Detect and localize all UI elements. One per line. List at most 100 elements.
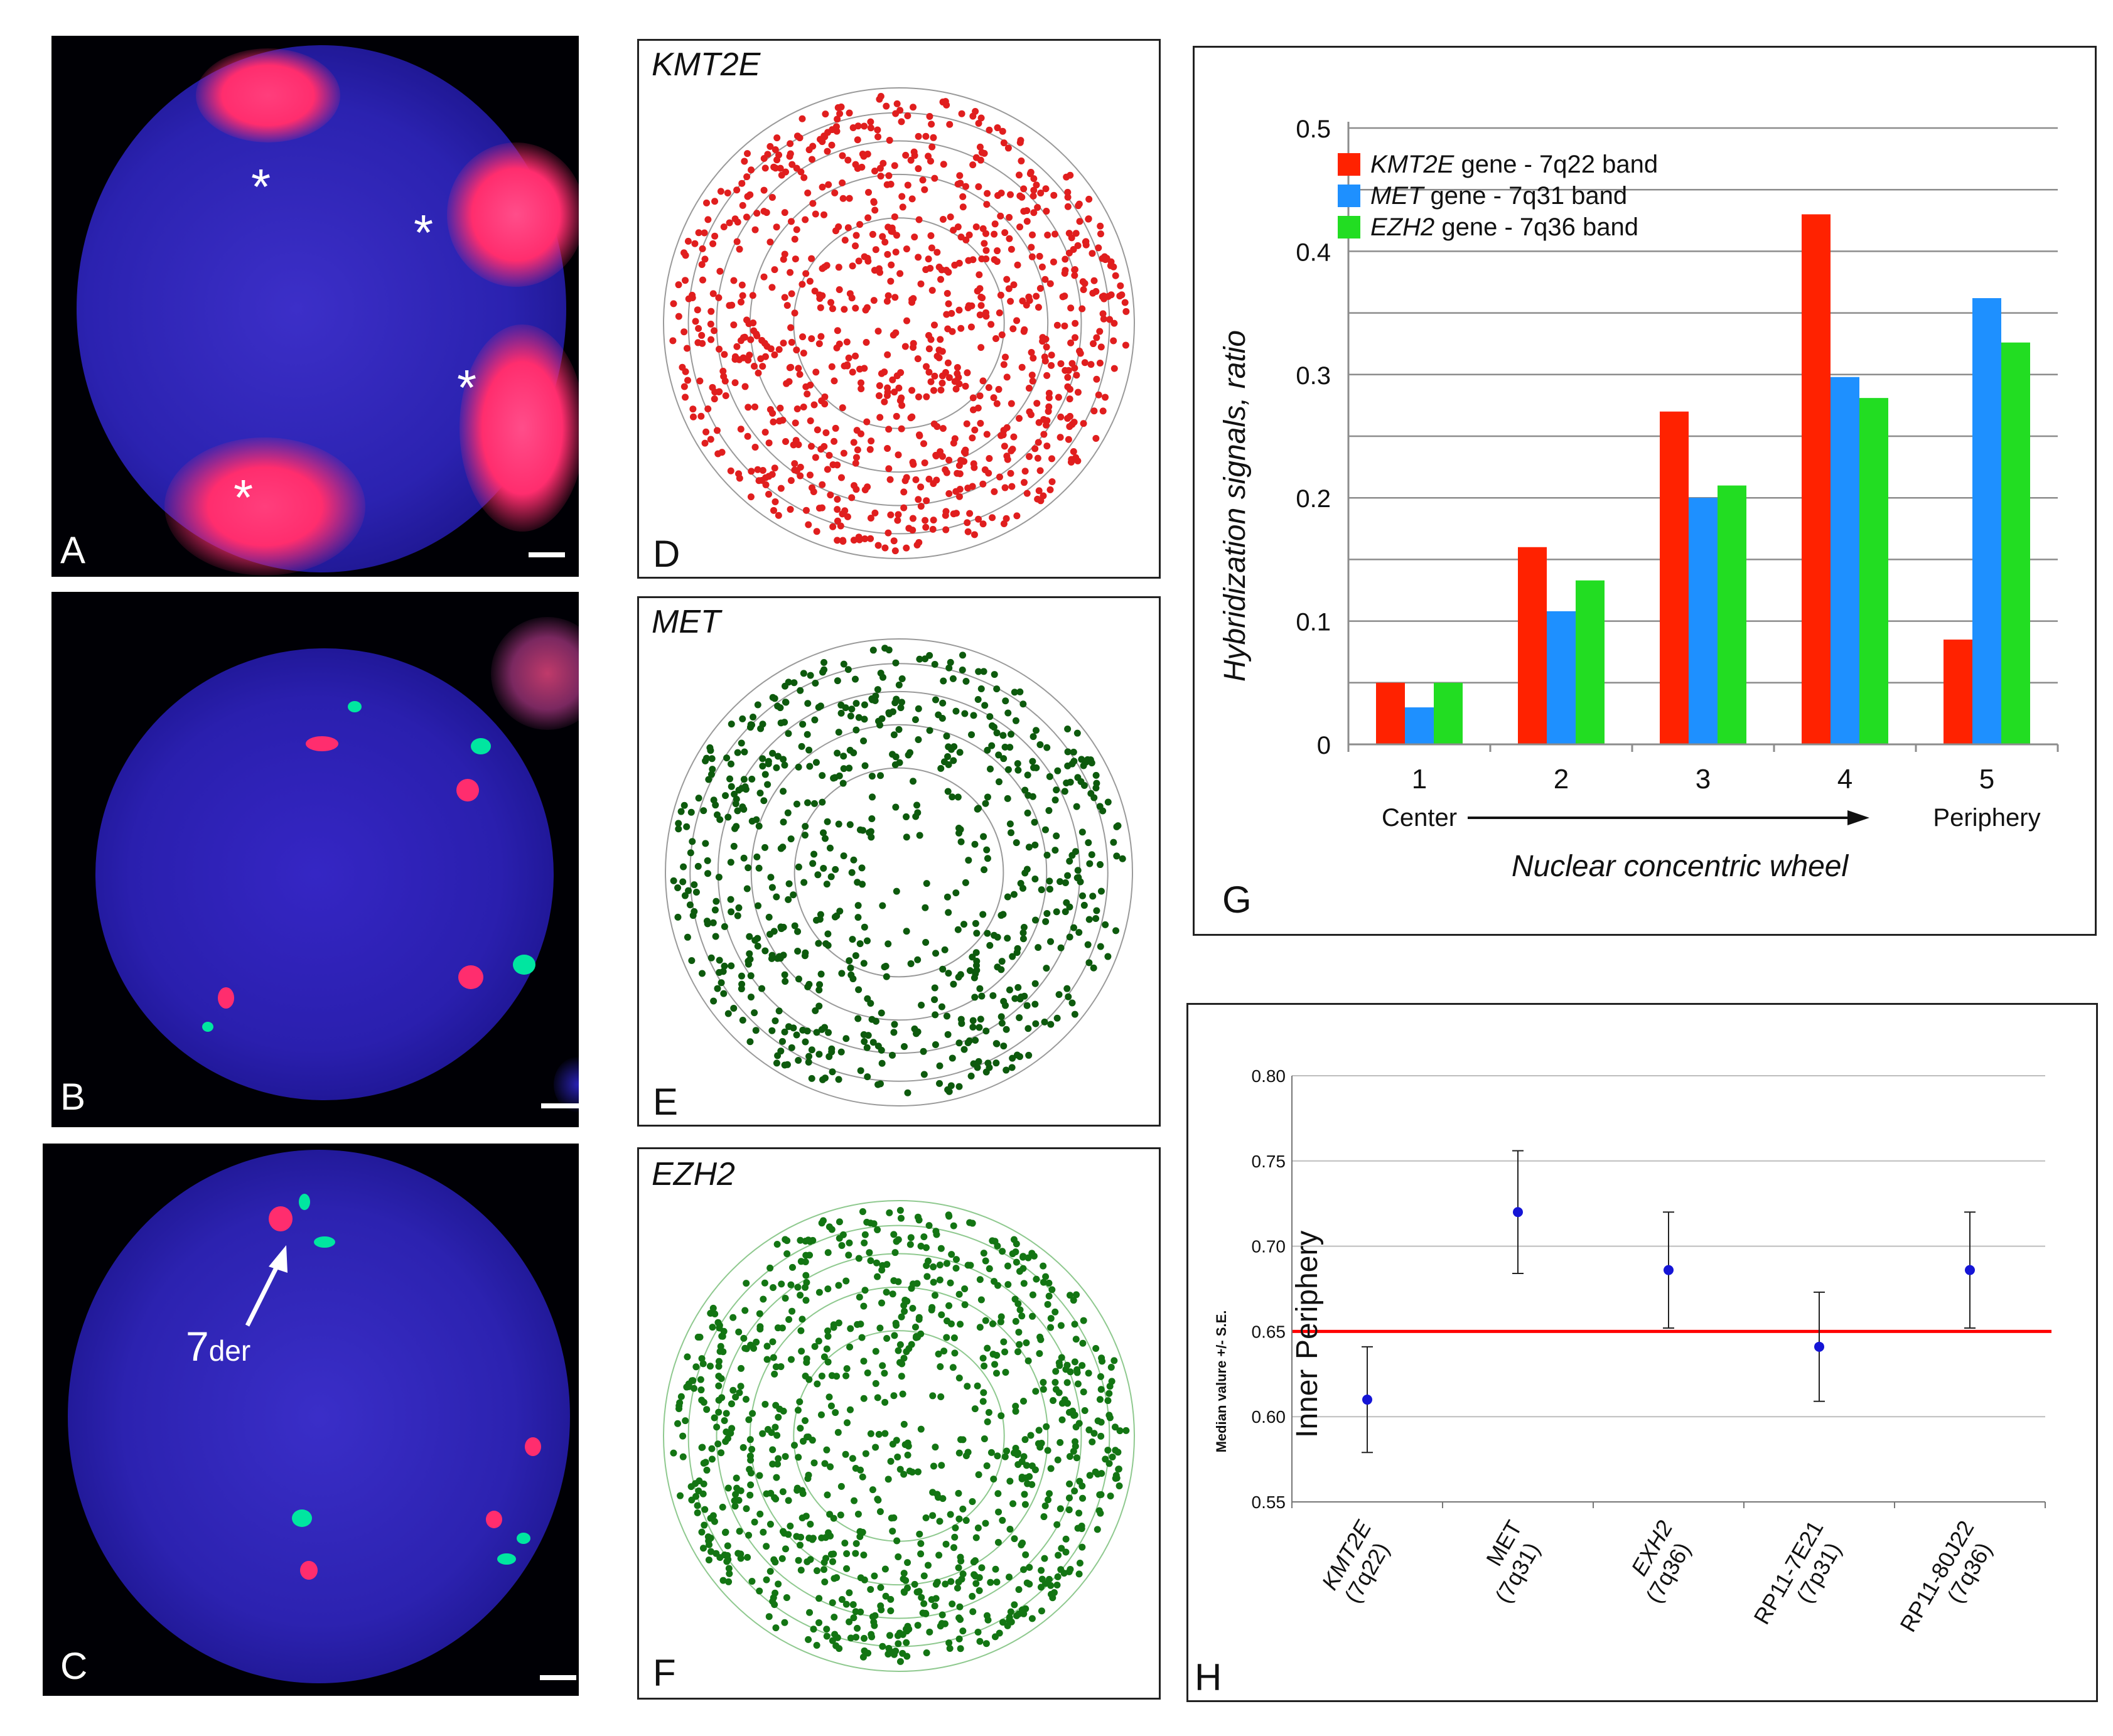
signal-dot [685, 887, 692, 894]
signal-dot [812, 679, 819, 687]
signal-dot [777, 955, 784, 962]
signal-dot [1015, 1329, 1023, 1336]
signal-dot [1036, 1350, 1043, 1358]
signal-dot [1092, 785, 1100, 792]
signal-dot [728, 908, 735, 916]
signal-dot [852, 1550, 859, 1557]
signal-dot [832, 1642, 840, 1649]
signal-dot [772, 1401, 780, 1409]
signal-dot [1066, 1480, 1073, 1487]
signal-dot [979, 520, 987, 528]
signal-dot [872, 1444, 879, 1451]
signal-dot [1076, 1477, 1083, 1485]
signal-dot [707, 954, 715, 962]
signal-dot [839, 195, 847, 202]
signal-dot [793, 800, 800, 808]
signal-dot [724, 1435, 731, 1442]
signal-dot [761, 353, 769, 360]
signal-dot [1053, 1014, 1061, 1022]
signal-dot [694, 1502, 701, 1509]
signal-dot [701, 229, 708, 237]
x-tick-label: 2 [1554, 764, 1569, 795]
signal-dot [797, 1292, 804, 1299]
signal-dot [1085, 839, 1092, 847]
signal-dot [860, 737, 868, 745]
signal-dot [1085, 1369, 1092, 1377]
signal-dot [731, 353, 739, 360]
signal-dot [1090, 277, 1098, 284]
signal-dot [1004, 935, 1011, 942]
signal-dot [1000, 1338, 1008, 1346]
signal-dot [730, 321, 738, 329]
signal-dot [992, 1059, 1000, 1067]
signal-dot [748, 1445, 756, 1453]
signal-dot [952, 1265, 960, 1272]
signal-dot [777, 845, 785, 852]
signal-dot [839, 537, 847, 545]
signal-dot [745, 320, 753, 328]
signal-dot [886, 137, 893, 144]
signal-dot [733, 343, 741, 350]
signal-dot [1014, 1451, 1021, 1459]
signal-dot [793, 405, 801, 412]
signal-dot [679, 1432, 687, 1440]
signal-dot [965, 1037, 973, 1044]
red-signal [456, 779, 479, 801]
signal-dot [780, 340, 787, 347]
signal-dot [875, 1430, 883, 1438]
signal-dot [1058, 1354, 1065, 1361]
signal-dot [914, 1622, 922, 1629]
signal-dot [1096, 328, 1104, 335]
signal-dot [948, 309, 955, 317]
signal-dot [775, 1455, 782, 1462]
signal-dot [1110, 365, 1118, 372]
signal-dot [688, 1496, 696, 1504]
signal-dot [683, 345, 691, 352]
signal-dot [733, 1474, 740, 1482]
signal-dot [927, 232, 935, 240]
signal-dot [1003, 1447, 1011, 1455]
signal-dot [749, 292, 756, 299]
signal-dot [842, 704, 849, 712]
signal-dot [898, 118, 905, 126]
signal-dot [793, 132, 801, 140]
signal-dot [670, 1449, 677, 1457]
signal-dot [1046, 877, 1053, 885]
signal-dot [1092, 771, 1100, 779]
signal-dot [925, 332, 932, 340]
signal-dot [705, 1556, 712, 1563]
signal-dot [1019, 1397, 1027, 1405]
signal-dot [679, 1453, 687, 1460]
signal-dot [985, 1409, 992, 1417]
signal-dot [820, 1566, 827, 1573]
signal-dot [1097, 1373, 1104, 1380]
signal-dot [952, 1256, 960, 1263]
signal-dot [1014, 261, 1021, 269]
signal-dot [711, 1414, 718, 1422]
signal-dot [858, 385, 865, 392]
signal-dot [941, 946, 949, 953]
signal-dot [841, 1540, 849, 1547]
signal-dot [769, 749, 777, 757]
signal-dot [761, 1279, 768, 1287]
signal-dot [1055, 394, 1062, 401]
signal-dot [874, 1496, 882, 1504]
signal-dot [981, 866, 988, 874]
signal-dot [1006, 213, 1013, 221]
signal-dot [712, 801, 719, 809]
signal-dot [956, 172, 964, 179]
signal-dot [893, 1537, 901, 1545]
signal-dot [970, 712, 977, 719]
signal-dot [1000, 520, 1008, 527]
signal-dot [808, 255, 815, 262]
signal-dot [715, 1408, 723, 1416]
signal-dot [682, 1417, 689, 1425]
signal-dot [680, 328, 688, 336]
signal-dot [1000, 1042, 1008, 1050]
signal-dot [998, 958, 1006, 965]
signal-dot [795, 1557, 802, 1564]
signal-dot [810, 800, 818, 807]
signal-dot [691, 240, 699, 247]
signal-dot [815, 1002, 823, 1010]
signal-dot [1051, 1308, 1059, 1315]
